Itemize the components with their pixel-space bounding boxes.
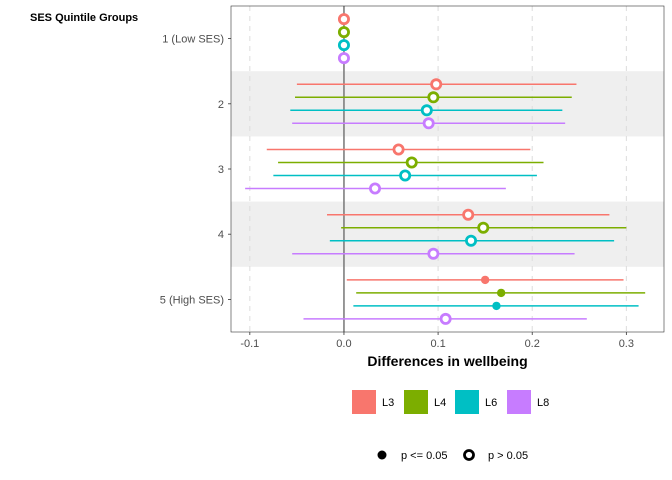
legend-shape-label: p > 0.05: [488, 450, 528, 462]
x-tick-label: 0.3: [619, 338, 634, 350]
estimate-point: [399, 169, 412, 182]
legend-shape-label: p <= 0.05: [401, 450, 448, 462]
estimate-point: [337, 13, 350, 26]
legend-key-L3: [352, 390, 376, 414]
row-band: [231, 201, 664, 267]
estimate-point: [477, 221, 490, 234]
x-tick-label: 0.0: [336, 338, 351, 350]
panel-background: [231, 6, 664, 332]
legend-shape-hollow: [463, 449, 475, 461]
chart-marks: [245, 13, 646, 325]
estimate-point: [422, 117, 435, 130]
estimate-point: [427, 91, 440, 104]
y-tick-label: 4: [218, 229, 224, 241]
series-L8: [245, 52, 587, 325]
color-legend: L3 L4 L6 L8: [352, 390, 549, 414]
estimate-point: [427, 247, 440, 260]
series-L4: [278, 26, 646, 298]
y-axis-title: SES Quintile Groups: [30, 12, 138, 24]
estimate-point: [462, 208, 475, 221]
legend-label-L6: L6: [485, 397, 497, 409]
x-tick-label: 0.1: [430, 338, 445, 350]
y-tick-label: 1 (Low SES): [162, 34, 224, 46]
estimate-point: [337, 52, 350, 65]
estimate-point: [430, 78, 443, 91]
legend-label-L3: L3: [382, 397, 394, 409]
legend-label-L8: L8: [537, 397, 549, 409]
estimate-point: [492, 301, 501, 311]
estimate-point: [465, 234, 478, 247]
estimate-point: [480, 275, 490, 285]
row-band: [231, 71, 664, 137]
legend-key-L6: [455, 390, 479, 414]
series-L6: [273, 39, 639, 311]
estimate-point: [337, 26, 350, 39]
shape-legend: p <= 0.05 p > 0.05: [377, 449, 528, 462]
y-tick-label: 5 (High SES): [160, 294, 224, 306]
estimate-point: [369, 182, 382, 195]
series-L3: [266, 13, 624, 285]
estimate-point: [337, 39, 350, 52]
legend-key-L8: [507, 390, 531, 414]
estimate-point: [392, 143, 405, 156]
row-bands: [231, 6, 664, 332]
estimate-point: [439, 312, 452, 325]
x-tick-label: -0.1: [240, 338, 259, 350]
x-axis-title: Differences in wellbeing: [367, 353, 527, 369]
estimate-point: [420, 104, 433, 117]
legend-shape-filled: [377, 450, 387, 460]
estimate-point: [405, 156, 418, 169]
estimate-point: [496, 288, 506, 298]
x-tick-label: 0.2: [525, 338, 540, 350]
y-tick-label: 3: [218, 164, 224, 176]
y-axis: 1 (Low SES) 2 3 4 5 (High SES): [160, 34, 231, 306]
x-axis: -0.1 0.0 0.1 0.2 0.3: [240, 332, 634, 350]
y-tick-label: 2: [218, 99, 224, 111]
legend-label-L4: L4: [434, 397, 446, 409]
legend-key-L4: [404, 390, 428, 414]
